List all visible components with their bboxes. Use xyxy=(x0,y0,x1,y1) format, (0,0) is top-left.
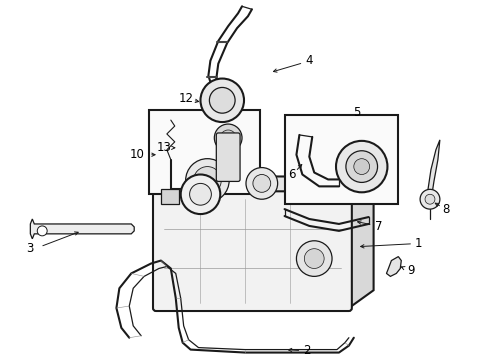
Circle shape xyxy=(253,175,270,192)
Circle shape xyxy=(304,249,324,269)
Circle shape xyxy=(37,226,47,236)
Text: 5: 5 xyxy=(353,106,361,119)
Bar xyxy=(149,110,260,194)
Circle shape xyxy=(194,167,221,194)
Circle shape xyxy=(296,241,332,276)
Polygon shape xyxy=(387,257,401,276)
Circle shape xyxy=(214,124,242,152)
Text: 6: 6 xyxy=(288,168,295,181)
Polygon shape xyxy=(349,176,373,308)
Text: 9: 9 xyxy=(408,264,415,277)
Text: 2: 2 xyxy=(304,344,311,357)
Polygon shape xyxy=(30,219,134,239)
Circle shape xyxy=(220,130,236,146)
Polygon shape xyxy=(428,140,440,194)
Circle shape xyxy=(425,194,435,204)
Circle shape xyxy=(420,189,440,209)
Circle shape xyxy=(354,159,369,175)
Text: 1: 1 xyxy=(415,237,422,250)
Polygon shape xyxy=(156,176,373,194)
Circle shape xyxy=(190,183,211,205)
Circle shape xyxy=(346,151,378,183)
Text: 3: 3 xyxy=(26,242,34,255)
Text: 4: 4 xyxy=(306,54,313,67)
Text: 13: 13 xyxy=(156,141,172,154)
Text: 11: 11 xyxy=(161,188,176,201)
Circle shape xyxy=(336,141,388,192)
Text: 7: 7 xyxy=(375,220,382,233)
Circle shape xyxy=(200,78,244,122)
Bar xyxy=(285,115,398,204)
FancyBboxPatch shape xyxy=(216,133,240,181)
Circle shape xyxy=(209,87,235,113)
Text: 10: 10 xyxy=(130,148,145,161)
Circle shape xyxy=(246,167,278,199)
Bar xyxy=(161,189,179,204)
Circle shape xyxy=(186,159,229,202)
FancyBboxPatch shape xyxy=(153,191,352,311)
Text: 8: 8 xyxy=(442,203,449,216)
Text: 12: 12 xyxy=(179,92,194,105)
Circle shape xyxy=(181,175,220,214)
